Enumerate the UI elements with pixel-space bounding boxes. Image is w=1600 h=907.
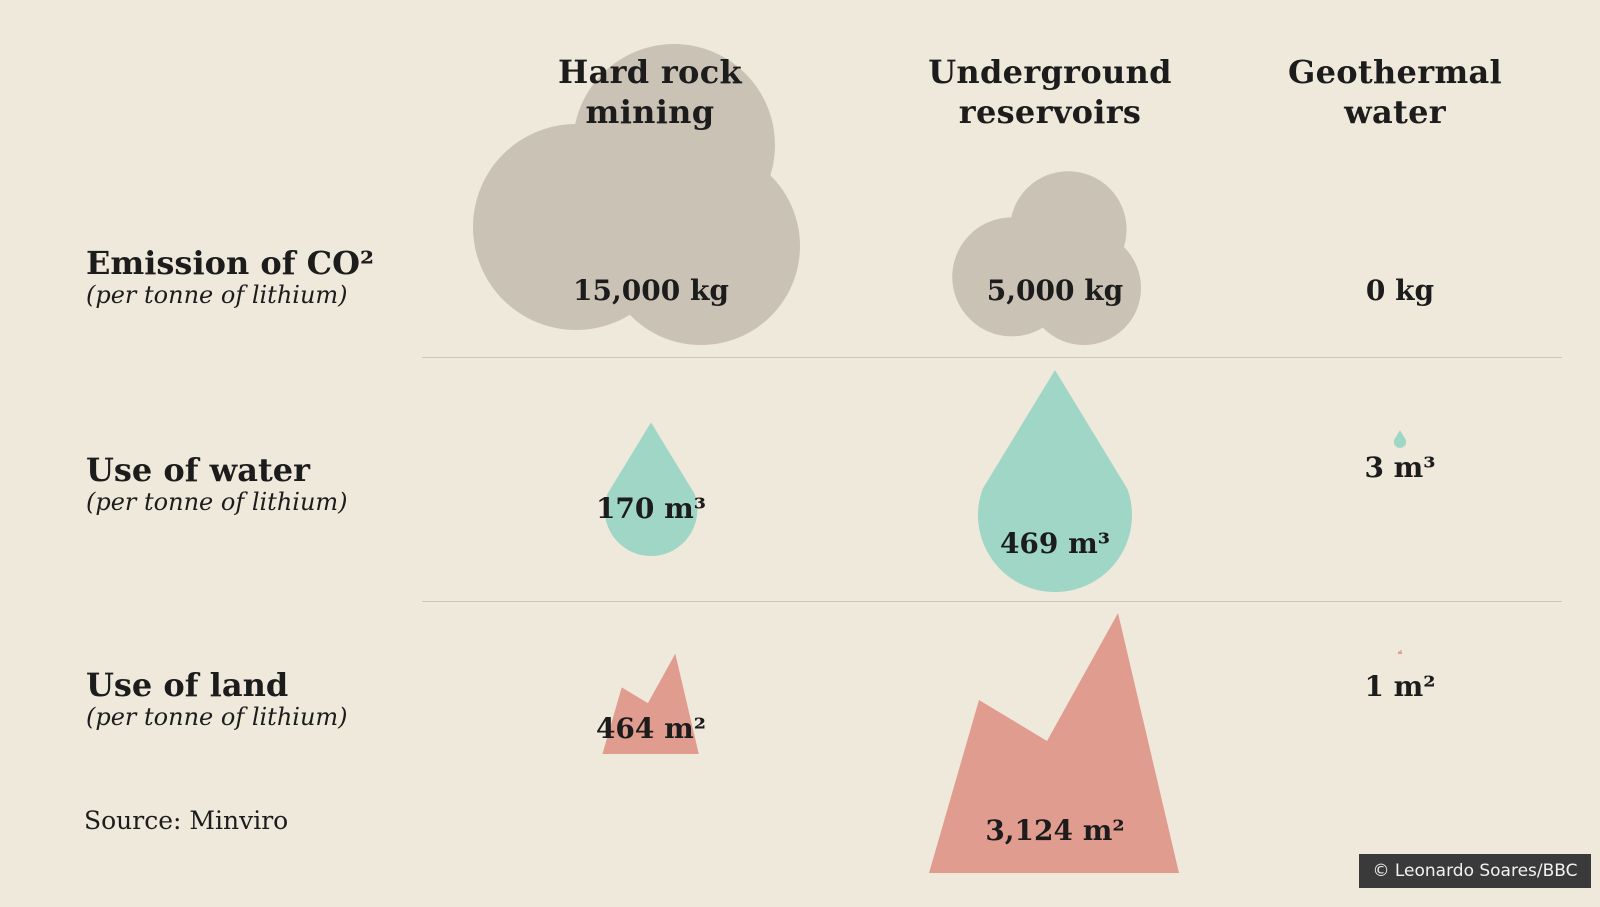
water-drop: [978, 370, 1132, 593]
water-value-label: 469 m³: [1000, 527, 1110, 560]
source-note: Source: Minviro: [84, 806, 289, 835]
row-label-land: Use of land (per tonne of lithium): [86, 667, 426, 731]
water-value-label: 170 m³: [596, 492, 706, 525]
row-label-subtitle: (per tonne of lithium): [86, 488, 348, 516]
co2-cloud: [473, 44, 800, 345]
row-label-water: Use of water (per tonne of lithium): [86, 452, 426, 516]
column-header-line: mining: [585, 93, 715, 131]
column-header-line: water: [1344, 93, 1446, 131]
column-header-underground: Underground reservoirs: [900, 52, 1200, 132]
land-value-label: 1 m²: [1364, 670, 1435, 703]
column-header-line: Underground: [928, 53, 1172, 91]
row-label-subtitle: (per tonne of lithium): [86, 703, 348, 731]
co2-value-label: 5,000 kg: [987, 274, 1123, 307]
credit-badge: © Leonardo Soares/BBC: [1359, 854, 1591, 888]
column-header-line: reservoirs: [958, 93, 1142, 131]
water-drop: [1393, 430, 1407, 449]
column-header-hard-rock: Hard rock mining: [500, 52, 800, 132]
row-divider: [422, 357, 1562, 358]
water-value-label: 3 m³: [1364, 451, 1435, 484]
row-label-subtitle: (per tonne of lithium): [86, 281, 348, 309]
row-label-emission: Emission of CO² (per tonne of lithium): [86, 245, 426, 309]
water-drop: [604, 422, 698, 557]
co2-value-label: 15,000 kg: [573, 274, 729, 307]
land-mountain: [929, 613, 1179, 873]
land-mountain: [602, 653, 699, 754]
column-header-line: Geothermal: [1287, 53, 1503, 91]
column-header-geothermal: Geothermal water: [1245, 52, 1545, 132]
row-divider: [422, 601, 1562, 602]
land-mountain: [1397, 649, 1403, 654]
co2-value-label: 0 kg: [1366, 274, 1434, 307]
row-label-title: Use of land: [86, 666, 289, 704]
land-value-label: 3,124 m²: [985, 814, 1124, 847]
row-label-title: Use of water: [86, 451, 310, 489]
land-value-label: 464 m²: [596, 712, 706, 745]
row-label-title: Emission of CO²: [86, 244, 374, 282]
co2-cloud: [952, 171, 1142, 345]
column-header-line: Hard rock: [558, 53, 742, 91]
